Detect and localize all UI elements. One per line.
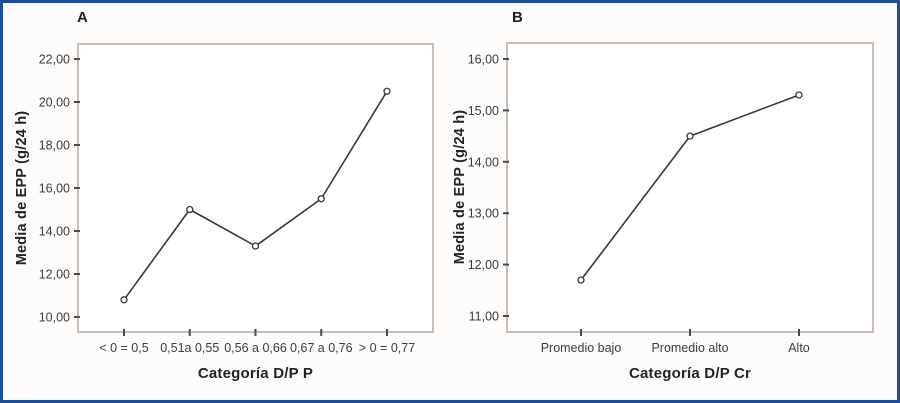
data-point-marker bbox=[577, 276, 585, 284]
data-point-marker bbox=[795, 91, 803, 99]
y-tick-label: 22,00 bbox=[39, 53, 70, 67]
x-category-label: < 0 = 0,5 bbox=[99, 341, 148, 355]
data-point-marker bbox=[186, 205, 194, 214]
panel-b-x-axis-title: Categoría D/P Cr bbox=[628, 365, 752, 382]
y-tick-label: 16,00 bbox=[39, 182, 70, 196]
y-tick-label: 11,00 bbox=[469, 310, 499, 324]
x-category-label: Alto bbox=[788, 341, 810, 355]
panel-a-label: A bbox=[77, 9, 89, 26]
panel-a-plot-svg: 10,00 12,00 14,00 16,00 18,00 20,00 22,00 < 0 =… bbox=[39, 43, 434, 355]
x-category-label: 0,67 a 0,76 bbox=[290, 341, 353, 355]
plot-frame bbox=[506, 42, 874, 333]
x-category-label: > 0 = 0,77 bbox=[359, 341, 415, 355]
panel-b-y-axis-title: Media de EPP (g/24 h) bbox=[452, 109, 468, 265]
y-tick-label: 12,00 bbox=[468, 258, 499, 272]
plot-frame bbox=[77, 43, 434, 333]
x-category-label: Promedio alto bbox=[651, 341, 728, 355]
x-category-label: 0,51a 0,55 bbox=[160, 341, 219, 355]
y-tick-label: 16,00 bbox=[468, 53, 499, 67]
y-tick-label: 14,00 bbox=[39, 225, 70, 239]
x-category-label: Promedio bajo bbox=[541, 341, 622, 355]
data-point-marker bbox=[317, 195, 325, 203]
panel-b-label: B bbox=[512, 9, 524, 26]
y-tick-label: 12,00 bbox=[39, 268, 70, 282]
panel-a-x-axis-title: Categoría D/P P bbox=[197, 365, 314, 382]
y-tick-label: 15,00 bbox=[468, 104, 499, 118]
panel-b-plot-svg: 11,00 12,00 13,00 14,00 15,00 16,00 Promedio b… bbox=[468, 42, 874, 355]
y-tick-label: 18,00 bbox=[39, 139, 70, 153]
figure-canvas: 10,00 12,00 14,00 16,00 18,00 20,00 22,00 < 0 =… bbox=[3, 3, 897, 400]
panel-b: 11,00 12,00 13,00 14,00 15,00 16,00 Promedio b… bbox=[452, 3, 897, 400]
data-point-marker bbox=[686, 132, 694, 140]
y-tick-label: 13,00 bbox=[468, 207, 499, 221]
y-tick-label: 20,00 bbox=[39, 96, 70, 110]
data-point-marker bbox=[251, 242, 260, 250]
data-point-marker bbox=[383, 87, 391, 95]
x-category-label: 0,56 a 0,66 bbox=[224, 341, 287, 355]
panel-a-y-axis-title: Media de EPP (g/24 h) bbox=[14, 110, 30, 266]
data-point-marker bbox=[120, 296, 128, 304]
y-tick-label: 14,00 bbox=[468, 155, 499, 169]
panel-a: 10,00 12,00 14,00 16,00 18,00 20,00 22,00 < 0 =… bbox=[3, 3, 453, 400]
y-tick-label: 10,00 bbox=[39, 311, 70, 325]
